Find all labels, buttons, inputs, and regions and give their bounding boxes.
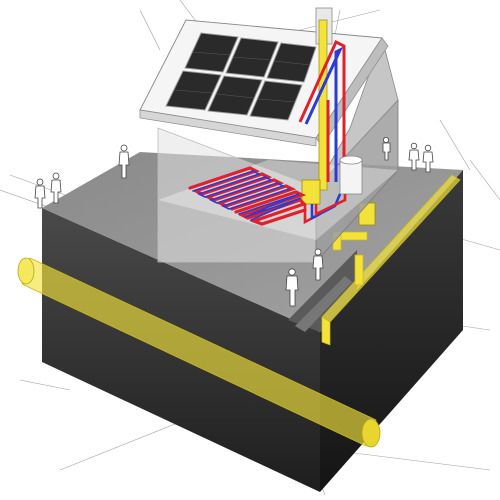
solar-loop-pipes <box>298 39 346 182</box>
solar-panels <box>165 32 317 121</box>
underfloor-heating <box>188 166 307 226</box>
gas-boiler <box>301 179 321 205</box>
manifold-pipes <box>303 193 347 225</box>
people-figures <box>34 136 434 307</box>
person-figure <box>118 144 130 179</box>
person-figure <box>422 144 434 173</box>
hot-water-tank <box>339 155 363 195</box>
person-figure <box>34 178 46 209</box>
person-figure <box>312 248 324 281</box>
person-figure <box>50 172 62 204</box>
solar-panel-gridlines <box>174 51 311 103</box>
person-figure <box>285 268 299 307</box>
trench-step <box>288 250 357 332</box>
person-figure <box>408 142 420 171</box>
person-figure <box>382 136 391 161</box>
gas-main-pipe <box>17 257 381 448</box>
